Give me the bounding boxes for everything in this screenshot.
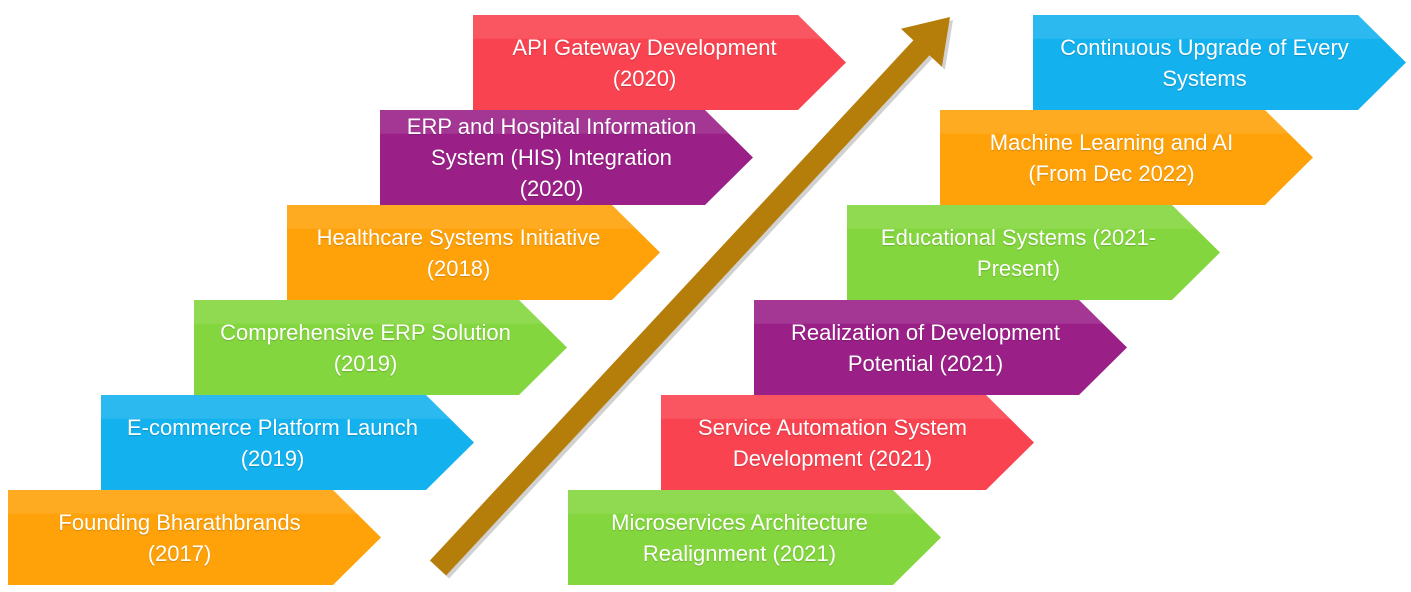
- chevron-highlight: [101, 395, 450, 419]
- step-label: Comprehensive ERP Solution (2019): [220, 319, 511, 376]
- chevron-highlight: [568, 490, 917, 514]
- step-label: Educational Systems (2021- Present): [880, 224, 1157, 281]
- right-step-2: Service Automation System Development (2…: [661, 395, 1034, 490]
- chevron-highlight: [847, 205, 1196, 229]
- chevron-fill: [473, 15, 846, 110]
- chevron-fill: [661, 395, 1034, 490]
- step-label: Continuous Upgrade of Every Systems: [1060, 34, 1349, 91]
- chevron-highlight: [754, 300, 1103, 324]
- chevron-fill: [101, 395, 474, 490]
- step-label: ERP and Hospital Information System (HIS…: [406, 114, 697, 201]
- right-step-3: Realization of Development Potential (20…: [754, 300, 1127, 395]
- chevron-highlight: [940, 110, 1289, 134]
- chevron-highlight: [473, 15, 822, 39]
- step-label: E-commerce Platform Launch (2019): [127, 414, 418, 471]
- chevron-shape: [568, 490, 941, 585]
- chevron-shape: [940, 110, 1313, 205]
- chevron-shape: [1033, 15, 1406, 110]
- chevron-highlight: [1033, 15, 1382, 39]
- chevron-fill: [754, 300, 1127, 395]
- right-step-6: Continuous Upgrade of Every Systems: [1033, 15, 1406, 110]
- step-label: Microservices Architecture Realignment (…: [611, 509, 868, 566]
- step-label: Healthcare Systems Initiative (2018): [316, 224, 601, 281]
- chevron-highlight: [194, 300, 543, 324]
- step-label: Machine Learning and AI (From Dec 2022): [989, 129, 1234, 186]
- chevron-fill: [940, 110, 1313, 205]
- chevron-shape: [754, 300, 1127, 395]
- right-step-1: Microservices Architecture Realignment (…: [568, 490, 941, 585]
- chevron-shape: [101, 395, 474, 490]
- right-step-5: Machine Learning and AI (From Dec 2022): [940, 110, 1313, 205]
- left-step-3: Comprehensive ERP Solution (2019): [194, 300, 567, 395]
- step-label: Realization of Development Potential (20…: [790, 319, 1061, 376]
- left-step-5: ERP and Hospital Information System (HIS…: [380, 110, 753, 205]
- chevron-highlight: [380, 110, 729, 134]
- chevron-highlight: [287, 205, 636, 229]
- chevron-highlight: [661, 395, 1010, 419]
- chevron-shape: [194, 300, 567, 395]
- arrow-body: [429, 17, 950, 576]
- step-label: API Gateway Development (2020): [512, 34, 777, 91]
- step-label: Service Automation System Development (2…: [697, 414, 967, 471]
- left-step-1: Founding Bharathbrands (2017): [8, 490, 381, 585]
- step-label: Founding Bharathbrands (2017): [58, 509, 301, 566]
- chevron-shape: [473, 15, 846, 110]
- chevron-fill: [1033, 15, 1406, 110]
- chevron-shape: [847, 205, 1220, 300]
- chevron-fill: [8, 490, 381, 585]
- right-step-4: Educational Systems (2021- Present): [847, 205, 1220, 300]
- chevron-shape: [380, 110, 753, 205]
- left-step-2: E-commerce Platform Launch (2019): [101, 395, 474, 490]
- left-step-4: Healthcare Systems Initiative (2018): [287, 205, 660, 300]
- chevron-fill: [847, 205, 1220, 300]
- chevron-shape: [8, 490, 381, 585]
- chevron-fill: [287, 205, 660, 300]
- chevron-shape: [287, 205, 660, 300]
- chevron-shape: [661, 395, 1034, 490]
- chevron-highlight: [8, 490, 357, 514]
- chevron-fill: [194, 300, 567, 395]
- left-step-6: API Gateway Development (2020): [473, 15, 846, 110]
- chevron-fill: [568, 490, 941, 585]
- chevron-fill: [380, 110, 753, 205]
